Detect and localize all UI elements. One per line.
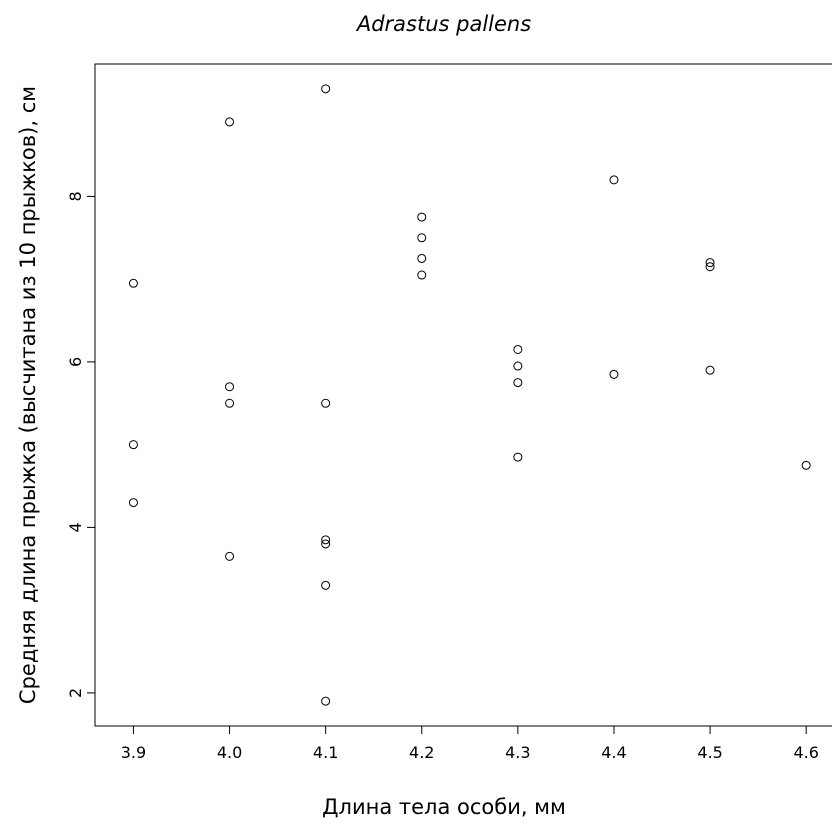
data-point [417,212,427,222]
data-point [225,398,235,408]
data-point [801,460,811,470]
data-point [321,398,331,408]
data-point [225,382,235,392]
data-point [128,440,138,450]
x-tick-label: 4.5 [697,743,722,762]
data-point [128,498,138,508]
data-point [705,262,715,272]
y-axis-label: Средняя длина прыжка (высчитана из 10 пр… [16,86,40,704]
x-tick-label: 4.4 [601,743,626,762]
data-point [417,233,427,243]
chart-title: Adrastus pallens [355,12,531,36]
data-point [513,344,523,354]
y-tick-label: 2 [66,688,85,698]
x-axis: 3.9 4.0 4.1 4.2 4.3 4.4 4.5 4.6 [121,726,819,762]
data-point [609,175,619,185]
x-axis-label: Длина тела особи, мм [322,795,566,819]
data-point [321,580,331,590]
plot-frame [94,63,832,727]
x-tick-label: 3.9 [121,743,146,762]
y-axis: 2 4 6 8 [66,191,95,698]
data-point [321,84,331,94]
data-point [513,361,523,371]
data-point [513,378,523,388]
data-point [705,365,715,375]
y-tick-label: 8 [66,191,85,201]
data-point [417,270,427,280]
y-tick-label: 6 [66,357,85,367]
data-point [321,696,331,706]
data-point [609,369,619,379]
data-point [225,117,235,127]
data-points [128,84,811,706]
data-point [225,551,235,561]
data-point [321,539,331,549]
data-point [321,535,331,545]
x-tick-label: 4.3 [505,743,530,762]
x-tick-label: 4.2 [409,743,434,762]
data-point [417,253,427,263]
x-tick-label: 4.6 [793,743,818,762]
data-point [513,452,523,462]
x-tick-label: 4.0 [217,743,242,762]
x-tick-label: 4.1 [313,743,338,762]
y-tick-label: 4 [66,522,85,532]
data-point [705,258,715,268]
data-point [128,278,138,288]
